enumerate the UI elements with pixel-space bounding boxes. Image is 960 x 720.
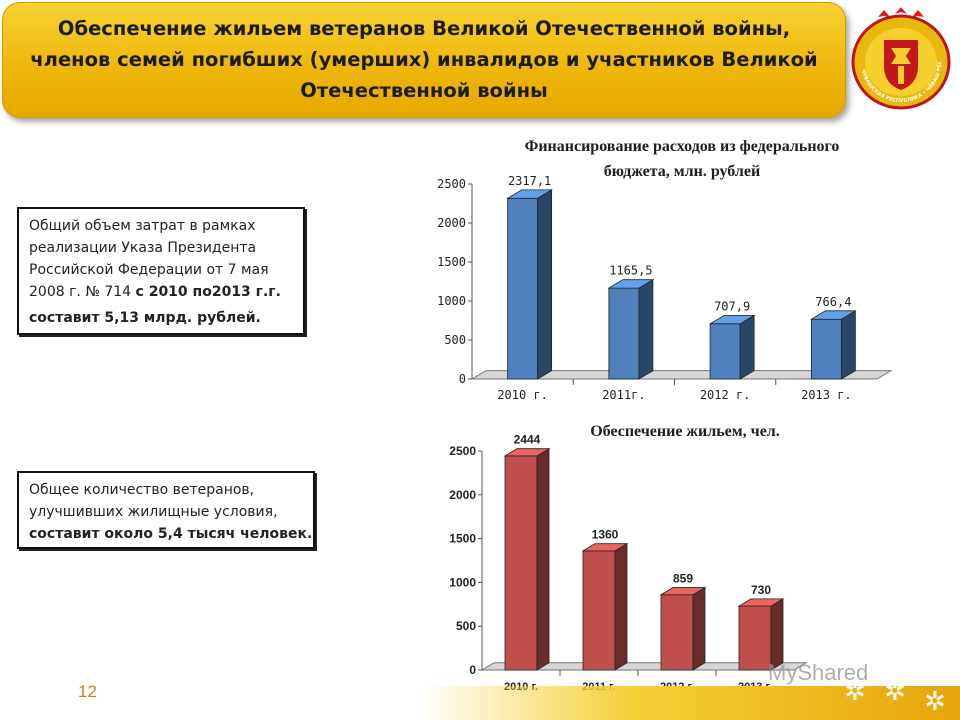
category-label-2: 2012 г. xyxy=(700,388,751,402)
bar-2 xyxy=(708,314,756,380)
chart1-title-line-2: бюджета, млн. рублей xyxy=(603,163,761,180)
box2-line-1: Общее количество ветеранов, xyxy=(29,482,255,498)
title-line-2: членов семей погибших (умерших) инвалидо… xyxy=(30,48,818,71)
y-tick-label: 2000 xyxy=(449,488,476,502)
housing-bar-chart: 0500100015002000250024442010 г.13602011 … xyxy=(449,433,808,707)
bar-top xyxy=(581,543,629,552)
y-tick-label: 1500 xyxy=(437,255,466,269)
bar-front xyxy=(582,550,616,671)
bar-side xyxy=(692,586,706,671)
y-tick-label: 0 xyxy=(459,372,466,386)
bar-3 xyxy=(737,598,785,671)
bar-front xyxy=(709,323,741,380)
bar-front xyxy=(608,287,640,380)
chart1-title-line-1: Финансирование расходов из федерального xyxy=(524,138,840,155)
chart-floor xyxy=(470,370,893,380)
box1-line-4-regular: 2008 г. № 714 xyxy=(29,284,136,300)
bar-top xyxy=(737,598,785,607)
category-label-3: 2013 г. xyxy=(801,388,852,402)
value-label-0: 2317,1 xyxy=(508,174,551,188)
value-label-3: 730 xyxy=(751,583,771,597)
watermark: MyShared xyxy=(768,660,869,685)
total-costs-box: Общий объем затрат в рамках реализации У… xyxy=(17,207,305,335)
category-label-0: 2010 г. xyxy=(497,388,548,402)
box1-line-4: 2008 г. № 714 с 2010 по2013 г.г. xyxy=(29,281,303,303)
title-banner: Обеспечение жильем ветеранов Великой Оте… xyxy=(2,2,846,118)
value-label-3: 766,4 xyxy=(815,295,851,309)
box1-line-4-bold: с 2010 по2013 г.г. xyxy=(135,284,281,300)
bar-front xyxy=(507,197,539,380)
bar-top xyxy=(503,448,551,457)
bar-side xyxy=(739,314,755,380)
value-label-2: 707,9 xyxy=(714,299,750,313)
star-icon: ✲ xyxy=(924,686,946,716)
chart1-title: Финансирование расходов из федерального … xyxy=(470,134,894,184)
value-label-1: 1165,5 xyxy=(609,264,652,278)
title-line-3: Отечественной войны xyxy=(300,79,548,102)
box1-line-2: реализации Указа Президента xyxy=(29,240,257,256)
veterans-count-box: Общее количество ветеранов, улучшивших ж… xyxy=(17,471,315,549)
box2-line-3: составит около 5,4 тысяч человек. xyxy=(29,526,313,542)
bar-0 xyxy=(506,189,554,380)
y-tick-label: 2500 xyxy=(437,177,466,191)
bar-1 xyxy=(581,542,629,671)
bar-front xyxy=(660,594,694,671)
bar-side xyxy=(537,189,553,380)
y-tick-label: 1000 xyxy=(449,575,476,589)
bar-side xyxy=(536,447,550,671)
value-label-2: 859 xyxy=(673,572,693,586)
bar-front xyxy=(810,318,842,380)
box2-line-2: улучшивших жилищные условия, xyxy=(29,504,278,520)
bar-side xyxy=(840,310,856,380)
coat-of-arms-emblem: ЧУВАШСКАЯ РЕСПУБЛИКА • ЧĂВАШ РЕСПУБЛИКИ xyxy=(846,4,951,110)
y-tick-label: 2500 xyxy=(449,444,476,458)
bar-front xyxy=(738,605,772,671)
bar-2 xyxy=(659,586,707,671)
page-number: 12 xyxy=(78,682,97,701)
bar-side xyxy=(638,278,654,380)
bar-3 xyxy=(809,310,857,380)
value-label-1: 1360 xyxy=(592,528,619,542)
y-tick-label: 1500 xyxy=(449,532,476,546)
y-tick-label: 500 xyxy=(456,619,476,633)
funding-bar-chart: 0 500 1000 1500 2000 2500 2317,1 2010 г. 1165,5 2… xyxy=(437,174,893,402)
box1-line-1: Общий объем затрат в рамках xyxy=(29,218,256,234)
bar-top xyxy=(659,587,707,596)
y-tick-label: 1000 xyxy=(437,294,466,308)
y-tick-label: 2000 xyxy=(437,216,466,230)
star-icon: ✲ xyxy=(844,676,866,706)
bar-top xyxy=(506,189,554,199)
box1-line-3: Российской Федерации от 7 мая xyxy=(29,262,269,278)
bar-1 xyxy=(607,278,655,380)
bar-top xyxy=(809,310,857,320)
box1-line-5: составит 5,13 млрд. рублей. xyxy=(29,310,261,326)
bar-front xyxy=(504,455,538,671)
chart2-title: Обеспечение жильем, чел. xyxy=(590,423,780,440)
category-label-1: 2011г. xyxy=(602,388,645,402)
footer-bar xyxy=(420,686,960,720)
bar-0 xyxy=(503,447,551,671)
bar-top xyxy=(708,314,756,325)
star-icon: ✲ xyxy=(884,676,906,706)
y-tick-label: 0 xyxy=(469,663,476,677)
value-label-0: 2444 xyxy=(514,433,541,447)
bar-top xyxy=(607,279,655,289)
title-line-1: Обеспечение жильем ветеранов Великой Оте… xyxy=(57,17,791,40)
page-title: Обеспечение жильем ветеранов Великой Оте… xyxy=(13,13,835,106)
bar-side xyxy=(614,542,628,671)
y-tick-label: 500 xyxy=(444,333,466,347)
